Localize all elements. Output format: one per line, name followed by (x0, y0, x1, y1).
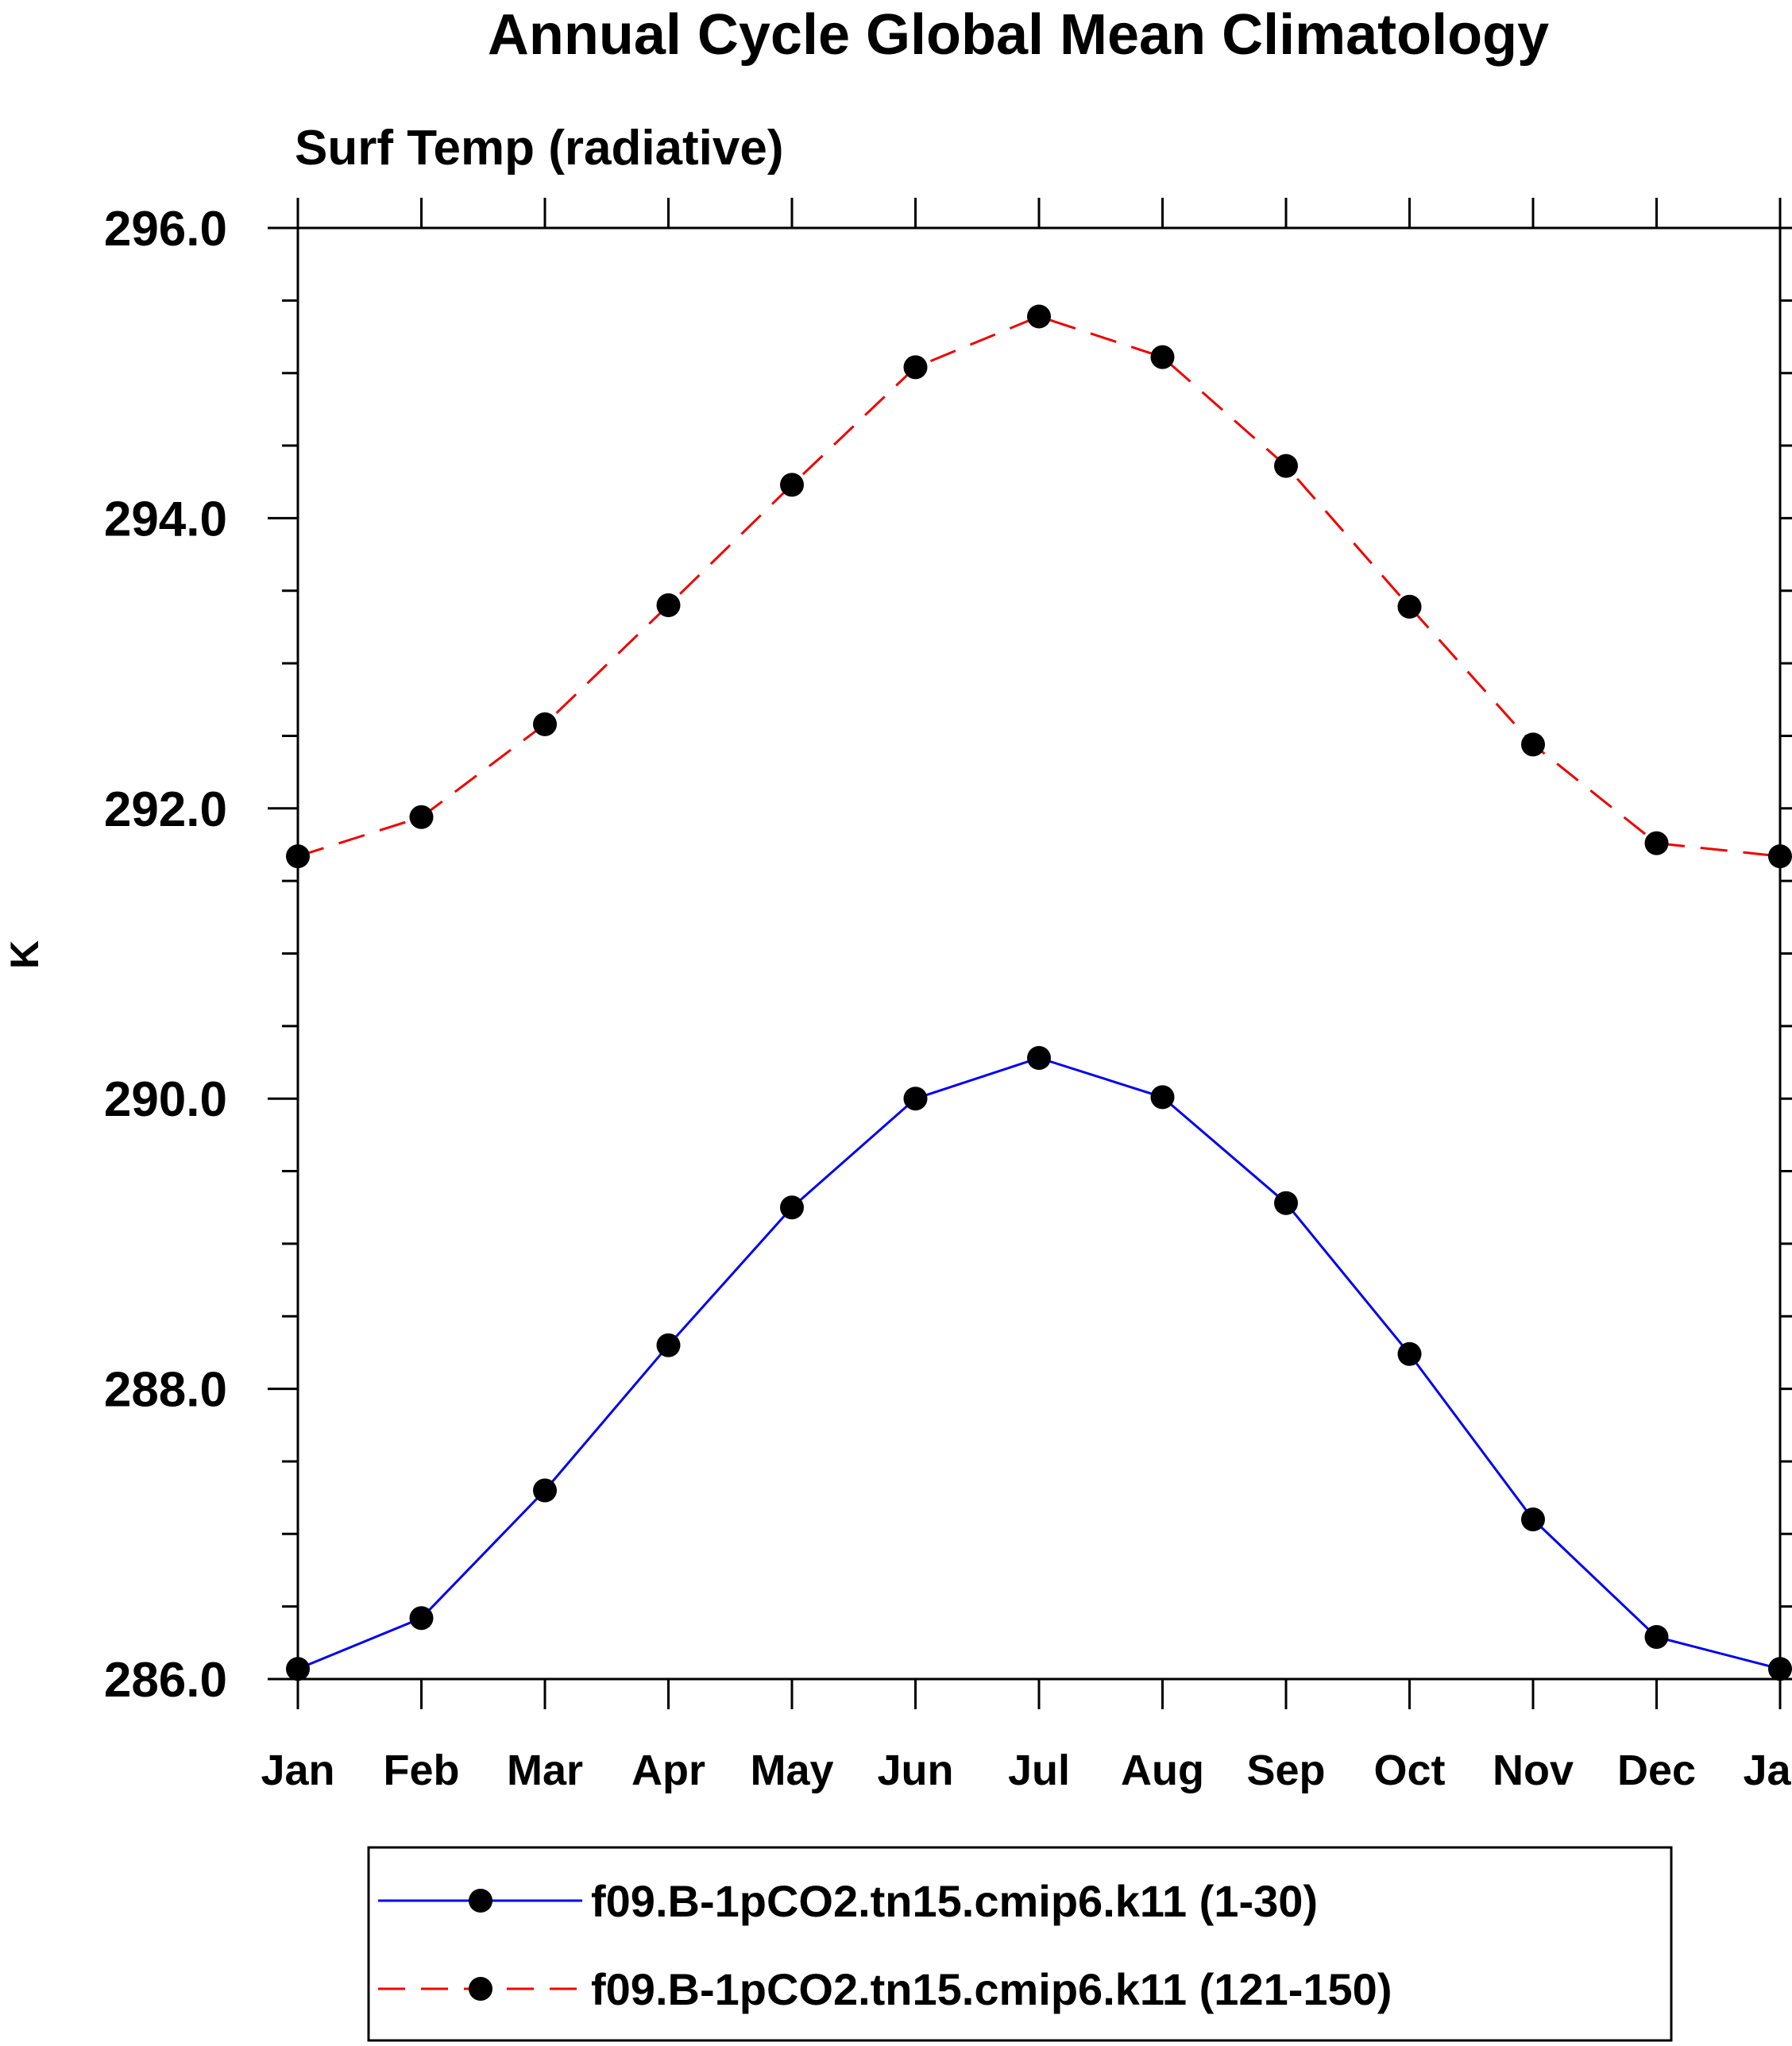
x-tick-label: Apr (631, 1747, 705, 1794)
data-point-series-2 (903, 355, 928, 380)
y-tick-label: 288.0 (104, 1363, 227, 1418)
y-tick-label: 292.0 (104, 782, 227, 837)
data-markers (286, 304, 1792, 1681)
y-tick-label: 286.0 (104, 1653, 227, 1708)
data-point-series-2 (1644, 831, 1669, 855)
data-point-series-2 (1521, 732, 1545, 757)
x-tick-label: Jul (1008, 1747, 1070, 1794)
x-tick-label: Mar (507, 1747, 583, 1794)
data-point-series-1 (533, 1478, 557, 1503)
x-tick-label: Nov (1493, 1747, 1574, 1794)
y-tick-label: 296.0 (104, 202, 227, 257)
legend-marker-series-2 (469, 1977, 492, 2001)
data-point-series-1 (1521, 1507, 1545, 1532)
data-point-series-1 (1397, 1341, 1422, 1366)
legend: f09.B-1pCO2.tn15.cmip6.k11 (1-30) f09.B-… (367, 1846, 1673, 2042)
x-tick-label: Jan (261, 1747, 334, 1794)
legend-box (367, 1846, 1673, 2042)
data-point-series-2 (656, 593, 681, 618)
x-tick-label: Oct (1373, 1747, 1445, 1794)
data-point-series-2 (409, 805, 434, 829)
plot-frame (296, 226, 1782, 1681)
data-point-series-2 (1397, 594, 1422, 619)
data-point-series-1 (409, 1606, 434, 1631)
legend-label-series-2: f09.B-1pCO2.tn15.cmip6.k11 (121-150) (591, 1964, 1392, 2014)
series-line-1 (297, 1056, 1781, 1670)
data-point-series-1 (1274, 1191, 1298, 1215)
x-tick-label: Feb (383, 1747, 459, 1794)
data-point-series-2 (286, 844, 310, 869)
data-point-series-1 (1027, 1046, 1051, 1071)
series-line-2 (297, 315, 1781, 858)
x-tick-label: Jan (1743, 1747, 1792, 1794)
data-point-series-2 (1274, 454, 1298, 478)
data-point-series-2 (1027, 304, 1051, 329)
legend-label-series-1: f09.B-1pCO2.tn15.cmip6.k11 (1-30) (591, 1876, 1318, 1926)
data-point-series-1 (1768, 1657, 1792, 1681)
x-tick-label: Jun (877, 1747, 953, 1794)
data-series (297, 315, 1781, 1670)
chart-subtitle: Surf Temp (radiative) (295, 121, 784, 176)
x-tick-label: Aug (1121, 1747, 1204, 1794)
data-point-series-1 (1150, 1085, 1175, 1110)
y-axis-label: K (2, 940, 47, 969)
chart-title: Annual Cycle Global Mean Climatology (488, 3, 1549, 67)
data-point-series-2 (780, 473, 804, 497)
data-point-series-1 (1644, 1625, 1669, 1650)
data-point-series-1 (780, 1195, 804, 1220)
legend-marker-series-1 (469, 1889, 492, 1913)
data-point-series-1 (903, 1087, 928, 1111)
axis-ticks: Jan Feb Mar Apr May Jun Jul Aug Sep Oct Nov Dec Jan 2… (104, 198, 1792, 1794)
data-point-series-2 (1768, 844, 1792, 869)
y-tick-label: 294.0 (104, 492, 227, 546)
x-tick-label: Dec (1617, 1747, 1696, 1794)
data-point-series-1 (286, 1657, 310, 1681)
y-tick-label: 290.0 (104, 1072, 227, 1127)
data-point-series-1 (656, 1333, 681, 1357)
x-tick-label: Sep (1246, 1747, 1325, 1794)
data-point-series-2 (533, 712, 557, 736)
data-point-series-2 (1150, 345, 1175, 369)
x-tick-label: May (750, 1747, 833, 1794)
